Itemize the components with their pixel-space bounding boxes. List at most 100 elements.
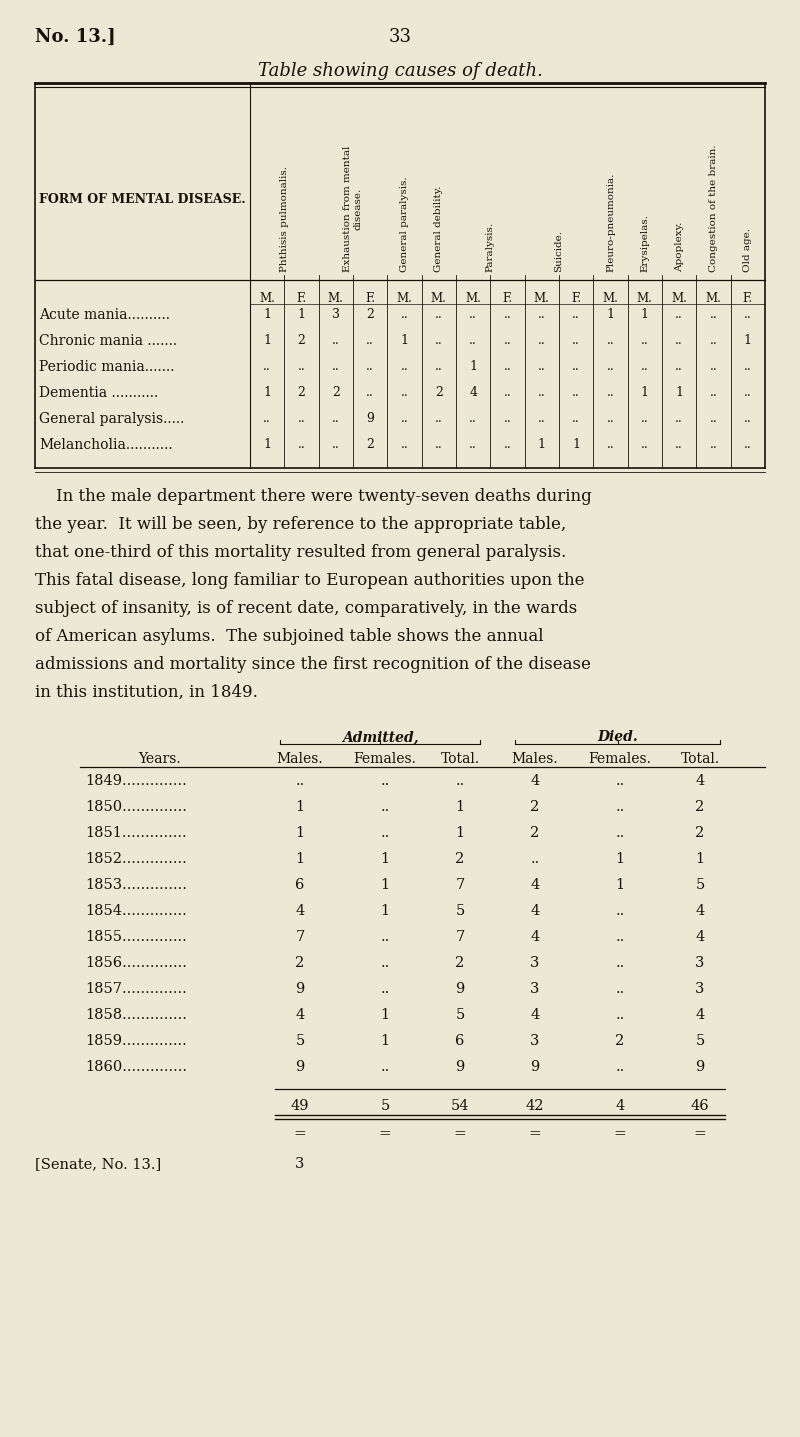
Text: 4: 4 — [530, 904, 540, 918]
Text: admissions and mortality since the first recognition of the disease: admissions and mortality since the first… — [35, 657, 591, 673]
Text: 33: 33 — [389, 27, 411, 46]
Text: ..: .. — [366, 333, 374, 346]
Text: 54: 54 — [450, 1099, 470, 1114]
Text: 6: 6 — [455, 1035, 465, 1048]
Text: ..: .. — [435, 333, 442, 346]
Text: ..: .. — [332, 361, 340, 374]
Text: 46: 46 — [690, 1099, 710, 1114]
Text: 1: 1 — [455, 826, 465, 841]
Text: General paralysis.....: General paralysis..... — [39, 412, 184, 425]
Text: ..: .. — [615, 1061, 625, 1073]
Text: 42: 42 — [526, 1099, 544, 1114]
Text: 1: 1 — [675, 387, 683, 399]
Text: ..: .. — [504, 308, 511, 320]
Text: ..: .. — [615, 981, 625, 996]
Text: 2: 2 — [435, 387, 442, 399]
Text: =: = — [614, 1127, 626, 1141]
Text: 1: 1 — [455, 800, 465, 813]
Text: 9: 9 — [295, 981, 305, 996]
Text: 3: 3 — [530, 1035, 540, 1048]
Text: Phthisis pulmonalis.: Phthisis pulmonalis. — [280, 167, 289, 272]
Text: Chronic mania .......: Chronic mania ....... — [39, 333, 177, 348]
Text: ..: .. — [504, 438, 511, 451]
Text: This fatal disease, long familiar to European authorities upon the: This fatal disease, long familiar to Eur… — [35, 572, 585, 589]
Text: ..: .. — [641, 438, 649, 451]
Text: ..: .. — [295, 775, 305, 787]
Text: FORM OF MENTAL DISEASE.: FORM OF MENTAL DISEASE. — [39, 193, 246, 205]
Text: ..: .. — [744, 361, 752, 374]
Text: Paralysis.: Paralysis. — [486, 221, 495, 272]
Text: 1: 1 — [381, 852, 390, 867]
Text: =: = — [529, 1127, 542, 1141]
Text: ..: .. — [366, 387, 374, 399]
Text: 4: 4 — [695, 1007, 705, 1022]
Text: Table showing causes of death.: Table showing causes of death. — [258, 62, 542, 80]
Text: M.: M. — [637, 292, 653, 305]
Text: 1854..............: 1854.............. — [85, 904, 186, 918]
Text: 2: 2 — [295, 956, 305, 970]
Text: Congestion of the brain.: Congestion of the brain. — [709, 144, 718, 272]
Text: ..: .. — [380, 775, 390, 787]
Text: ..: .. — [710, 333, 718, 346]
Text: ..: .. — [530, 852, 540, 867]
Text: of American asylums.  The subjoined table shows the annual: of American asylums. The subjoined table… — [35, 628, 543, 645]
Text: M.: M. — [328, 292, 344, 305]
Text: M.: M. — [397, 292, 413, 305]
Text: 1858..............: 1858.............. — [85, 1007, 187, 1022]
Text: In the male department there were twenty-seven deaths during: In the male department there were twenty… — [35, 489, 592, 504]
Text: 9: 9 — [455, 981, 465, 996]
Text: 2: 2 — [366, 308, 374, 320]
Text: F.: F. — [502, 292, 513, 305]
Text: ..: .. — [710, 412, 718, 425]
Text: 2: 2 — [695, 800, 705, 813]
Text: ..: .. — [380, 800, 390, 813]
Text: Dementia ...........: Dementia ........... — [39, 387, 158, 399]
Text: subject of insanity, is of recent date, comparatively, in the wards: subject of insanity, is of recent date, … — [35, 601, 578, 616]
Text: 1860..............: 1860.............. — [85, 1061, 187, 1073]
Text: 5: 5 — [455, 904, 465, 918]
Text: 2: 2 — [530, 826, 540, 841]
Text: 1852..............: 1852.............. — [85, 852, 186, 867]
Text: 2: 2 — [455, 956, 465, 970]
Text: 4: 4 — [695, 904, 705, 918]
Text: ..: .. — [298, 361, 306, 374]
Text: Admitted,: Admitted, — [342, 730, 418, 744]
Text: ..: .. — [538, 361, 546, 374]
Text: 4: 4 — [530, 878, 540, 892]
Text: 1853..............: 1853.............. — [85, 878, 187, 892]
Text: 2: 2 — [332, 387, 340, 399]
Text: ..: .. — [435, 361, 442, 374]
Text: that one-third of this mortality resulted from general paralysis.: that one-third of this mortality resulte… — [35, 545, 566, 560]
Text: 1: 1 — [744, 333, 752, 346]
Text: 1: 1 — [538, 438, 546, 451]
Text: 6: 6 — [295, 878, 305, 892]
Text: ..: .. — [263, 412, 271, 425]
Text: ..: .. — [380, 930, 390, 944]
Text: 1: 1 — [695, 852, 705, 867]
Text: ..: .. — [572, 308, 580, 320]
Text: 3: 3 — [530, 956, 540, 970]
Text: ..: .. — [401, 308, 408, 320]
Text: ..: .. — [615, 826, 625, 841]
Text: 1: 1 — [263, 333, 271, 346]
Text: ..: .. — [675, 438, 683, 451]
Text: ..: .. — [298, 438, 306, 451]
Text: Died.: Died. — [597, 730, 638, 744]
Text: 9: 9 — [695, 1061, 705, 1073]
Text: 2: 2 — [530, 800, 540, 813]
Text: 2: 2 — [366, 438, 374, 451]
Text: ..: .. — [710, 308, 718, 320]
Text: Periodic mania.......: Periodic mania....... — [39, 361, 174, 374]
Text: 1: 1 — [381, 1035, 390, 1048]
Text: ..: .. — [606, 387, 614, 399]
Text: 1: 1 — [381, 904, 390, 918]
Text: 1856..............: 1856.............. — [85, 956, 187, 970]
Text: ..: .. — [615, 930, 625, 944]
Text: =: = — [294, 1127, 306, 1141]
Text: ..: .. — [455, 775, 465, 787]
Text: Females.: Females. — [354, 752, 417, 766]
Text: 1: 1 — [572, 438, 580, 451]
Text: ..: .. — [470, 308, 477, 320]
Text: 3: 3 — [695, 956, 705, 970]
Text: ..: .. — [675, 333, 683, 346]
